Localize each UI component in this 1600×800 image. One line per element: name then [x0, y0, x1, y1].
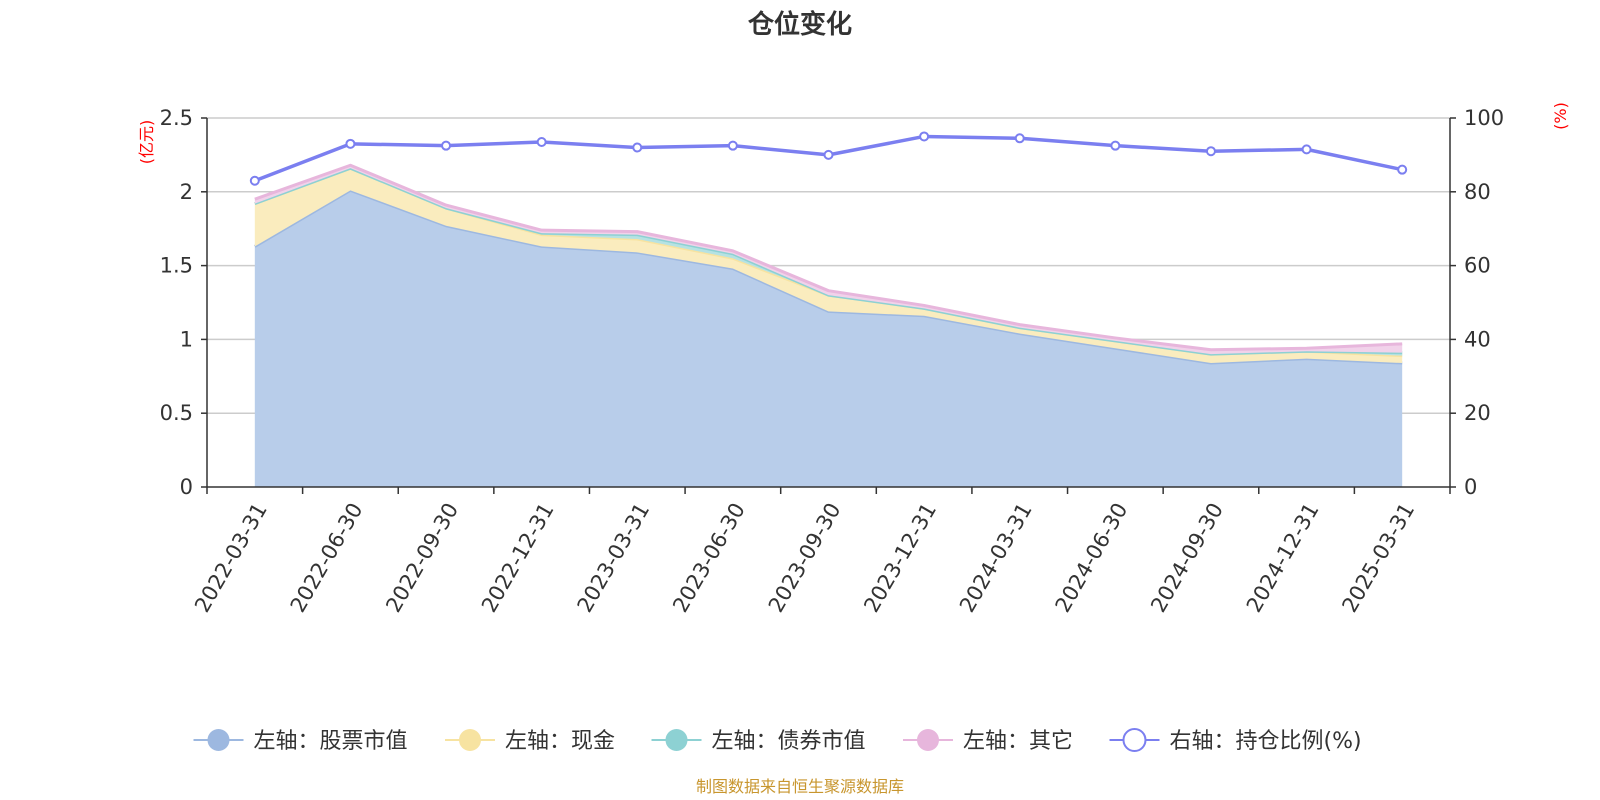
legend-marker — [665, 729, 688, 751]
x-tick-label: 2022-03-31 — [190, 499, 272, 617]
left-tick-label: 1 — [180, 327, 193, 351]
x-tick-label: 2024-12-31 — [1242, 499, 1324, 617]
left-tick-label: 2 — [180, 180, 193, 204]
ratio-point[interactable] — [441, 140, 452, 151]
data-source-note: 制图数据来自恒生聚源数据库 — [696, 777, 904, 796]
right-tick-label: 0 — [1464, 475, 1477, 499]
legend-marker — [207, 729, 230, 751]
ratio-point[interactable] — [536, 136, 547, 147]
x-tick-label: 2024-06-30 — [1051, 499, 1133, 617]
ratio-point[interactable] — [345, 138, 356, 149]
right-tick-label: 60 — [1464, 254, 1491, 278]
legend-marker — [459, 729, 481, 751]
right-tick-label: 20 — [1464, 401, 1491, 425]
right-tick-label: 40 — [1464, 327, 1491, 351]
ratio-point[interactable] — [919, 131, 930, 142]
right-tick-label: 100 — [1464, 106, 1504, 130]
legend-label: 左轴：股票市值 — [254, 729, 408, 754]
area-左轴：股票市值 — [254, 190, 1403, 487]
chart-title: 仓位变化 — [747, 9, 852, 40]
legend-item[interactable]: 左轴：现金 — [445, 729, 615, 754]
legend-item[interactable]: 左轴：债券市值 — [651, 729, 866, 754]
ratio-line — [249, 131, 1408, 186]
ratio-point[interactable] — [1205, 146, 1216, 157]
legend-item[interactable]: 左轴：股票市值 — [193, 729, 408, 754]
legend-item[interactable]: 左轴：其它 — [903, 729, 1073, 754]
stacked-areas — [254, 163, 1403, 487]
x-tick-label: 2022-09-30 — [381, 499, 463, 617]
legend-label: 左轴：现金 — [505, 729, 615, 754]
left-axis-unit: (亿元) — [137, 120, 156, 165]
x-tick-label: 2024-03-31 — [955, 499, 1037, 617]
x-tick-label: 2023-03-31 — [573, 499, 655, 617]
legend-marker — [1122, 728, 1147, 752]
left-tick-label: 0.5 — [160, 401, 193, 425]
ratio-point[interactable] — [1301, 144, 1312, 155]
x-tick-label: 2023-12-31 — [859, 499, 941, 617]
x-tick-label: 2024-09-30 — [1146, 499, 1228, 617]
x-tick-label: 2022-12-31 — [477, 499, 559, 617]
right-tick-label: 80 — [1464, 180, 1491, 204]
x-tick-label: 2022-06-30 — [286, 499, 368, 617]
legend[interactable]: 左轴：股票市值 左轴：现金 左轴：债券市值 左轴：其它 右轴：持仓比例(%) — [193, 728, 1362, 754]
legend-label: 左轴：其它 — [963, 729, 1073, 754]
legend-label: 左轴：债券市值 — [712, 729, 866, 754]
area-edge-左轴：其它 — [254, 163, 1403, 352]
ratio-point[interactable] — [632, 142, 643, 153]
area-左轴：现金 — [254, 168, 1403, 364]
ratio-point[interactable] — [249, 175, 260, 186]
ratio-point[interactable] — [727, 140, 738, 151]
legend-marker — [917, 729, 939, 751]
x-tick-label: 2023-09-30 — [764, 499, 846, 617]
legend-label: 右轴：持仓比例(%) — [1170, 729, 1362, 754]
ratio-point[interactable] — [1014, 133, 1025, 144]
left-tick-label: 0 — [180, 475, 193, 499]
x-tick-label: 2023-06-30 — [668, 499, 750, 617]
legend-item[interactable]: 右轴：持仓比例(%) — [1109, 728, 1362, 754]
ratio-point[interactable] — [1397, 164, 1408, 175]
right-axis-unit: (%) — [1551, 102, 1570, 130]
left-tick-label: 2.5 — [160, 106, 193, 130]
ratio-point[interactable] — [823, 149, 834, 160]
ratio-point[interactable] — [1110, 140, 1121, 151]
x-tick-label: 2025-03-31 — [1337, 499, 1419, 617]
left-tick-label: 1.5 — [160, 254, 193, 278]
